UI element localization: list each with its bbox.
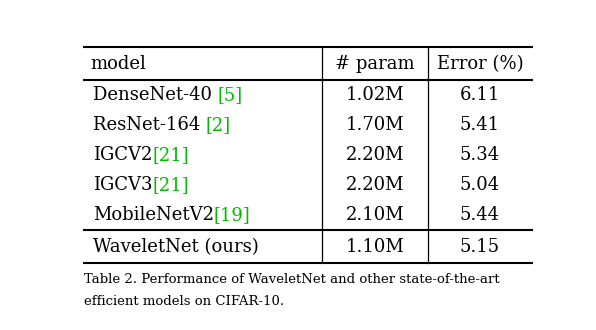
Text: [19]: [19] [214, 206, 251, 224]
Text: # param: # param [335, 55, 415, 73]
Text: 2.20M: 2.20M [346, 146, 404, 164]
Text: 1.02M: 1.02M [346, 86, 404, 104]
Text: [21]: [21] [153, 176, 189, 194]
Text: ResNet-164: ResNet-164 [93, 116, 206, 134]
Text: 6.11: 6.11 [460, 86, 500, 104]
Text: 1.10M: 1.10M [345, 238, 404, 256]
Text: 1.70M: 1.70M [346, 116, 404, 134]
Text: [21]: [21] [153, 146, 189, 164]
Text: 5.15: 5.15 [460, 238, 500, 256]
Text: Error (%): Error (%) [436, 55, 523, 73]
Text: Table 2. Performance of WaveletNet and other state-of-the-art: Table 2. Performance of WaveletNet and o… [83, 273, 499, 286]
Text: MobileNetV2: MobileNetV2 [93, 206, 214, 224]
Text: [2]: [2] [206, 116, 231, 134]
Text: 5.34: 5.34 [460, 146, 500, 164]
Text: 2.10M: 2.10M [346, 206, 404, 224]
Text: IGCV2: IGCV2 [93, 146, 153, 164]
Text: IGCV3: IGCV3 [93, 176, 153, 194]
Text: efficient models on CIFAR-10.: efficient models on CIFAR-10. [83, 295, 284, 308]
Text: 5.44: 5.44 [460, 206, 500, 224]
Text: model: model [91, 55, 147, 73]
Text: 2.20M: 2.20M [346, 176, 404, 194]
Text: WaveletNet (ours): WaveletNet (ours) [93, 238, 259, 256]
Text: [5]: [5] [218, 86, 243, 104]
Text: 5.04: 5.04 [460, 176, 500, 194]
Text: DenseNet-40: DenseNet-40 [93, 86, 218, 104]
Text: 5.41: 5.41 [460, 116, 500, 134]
